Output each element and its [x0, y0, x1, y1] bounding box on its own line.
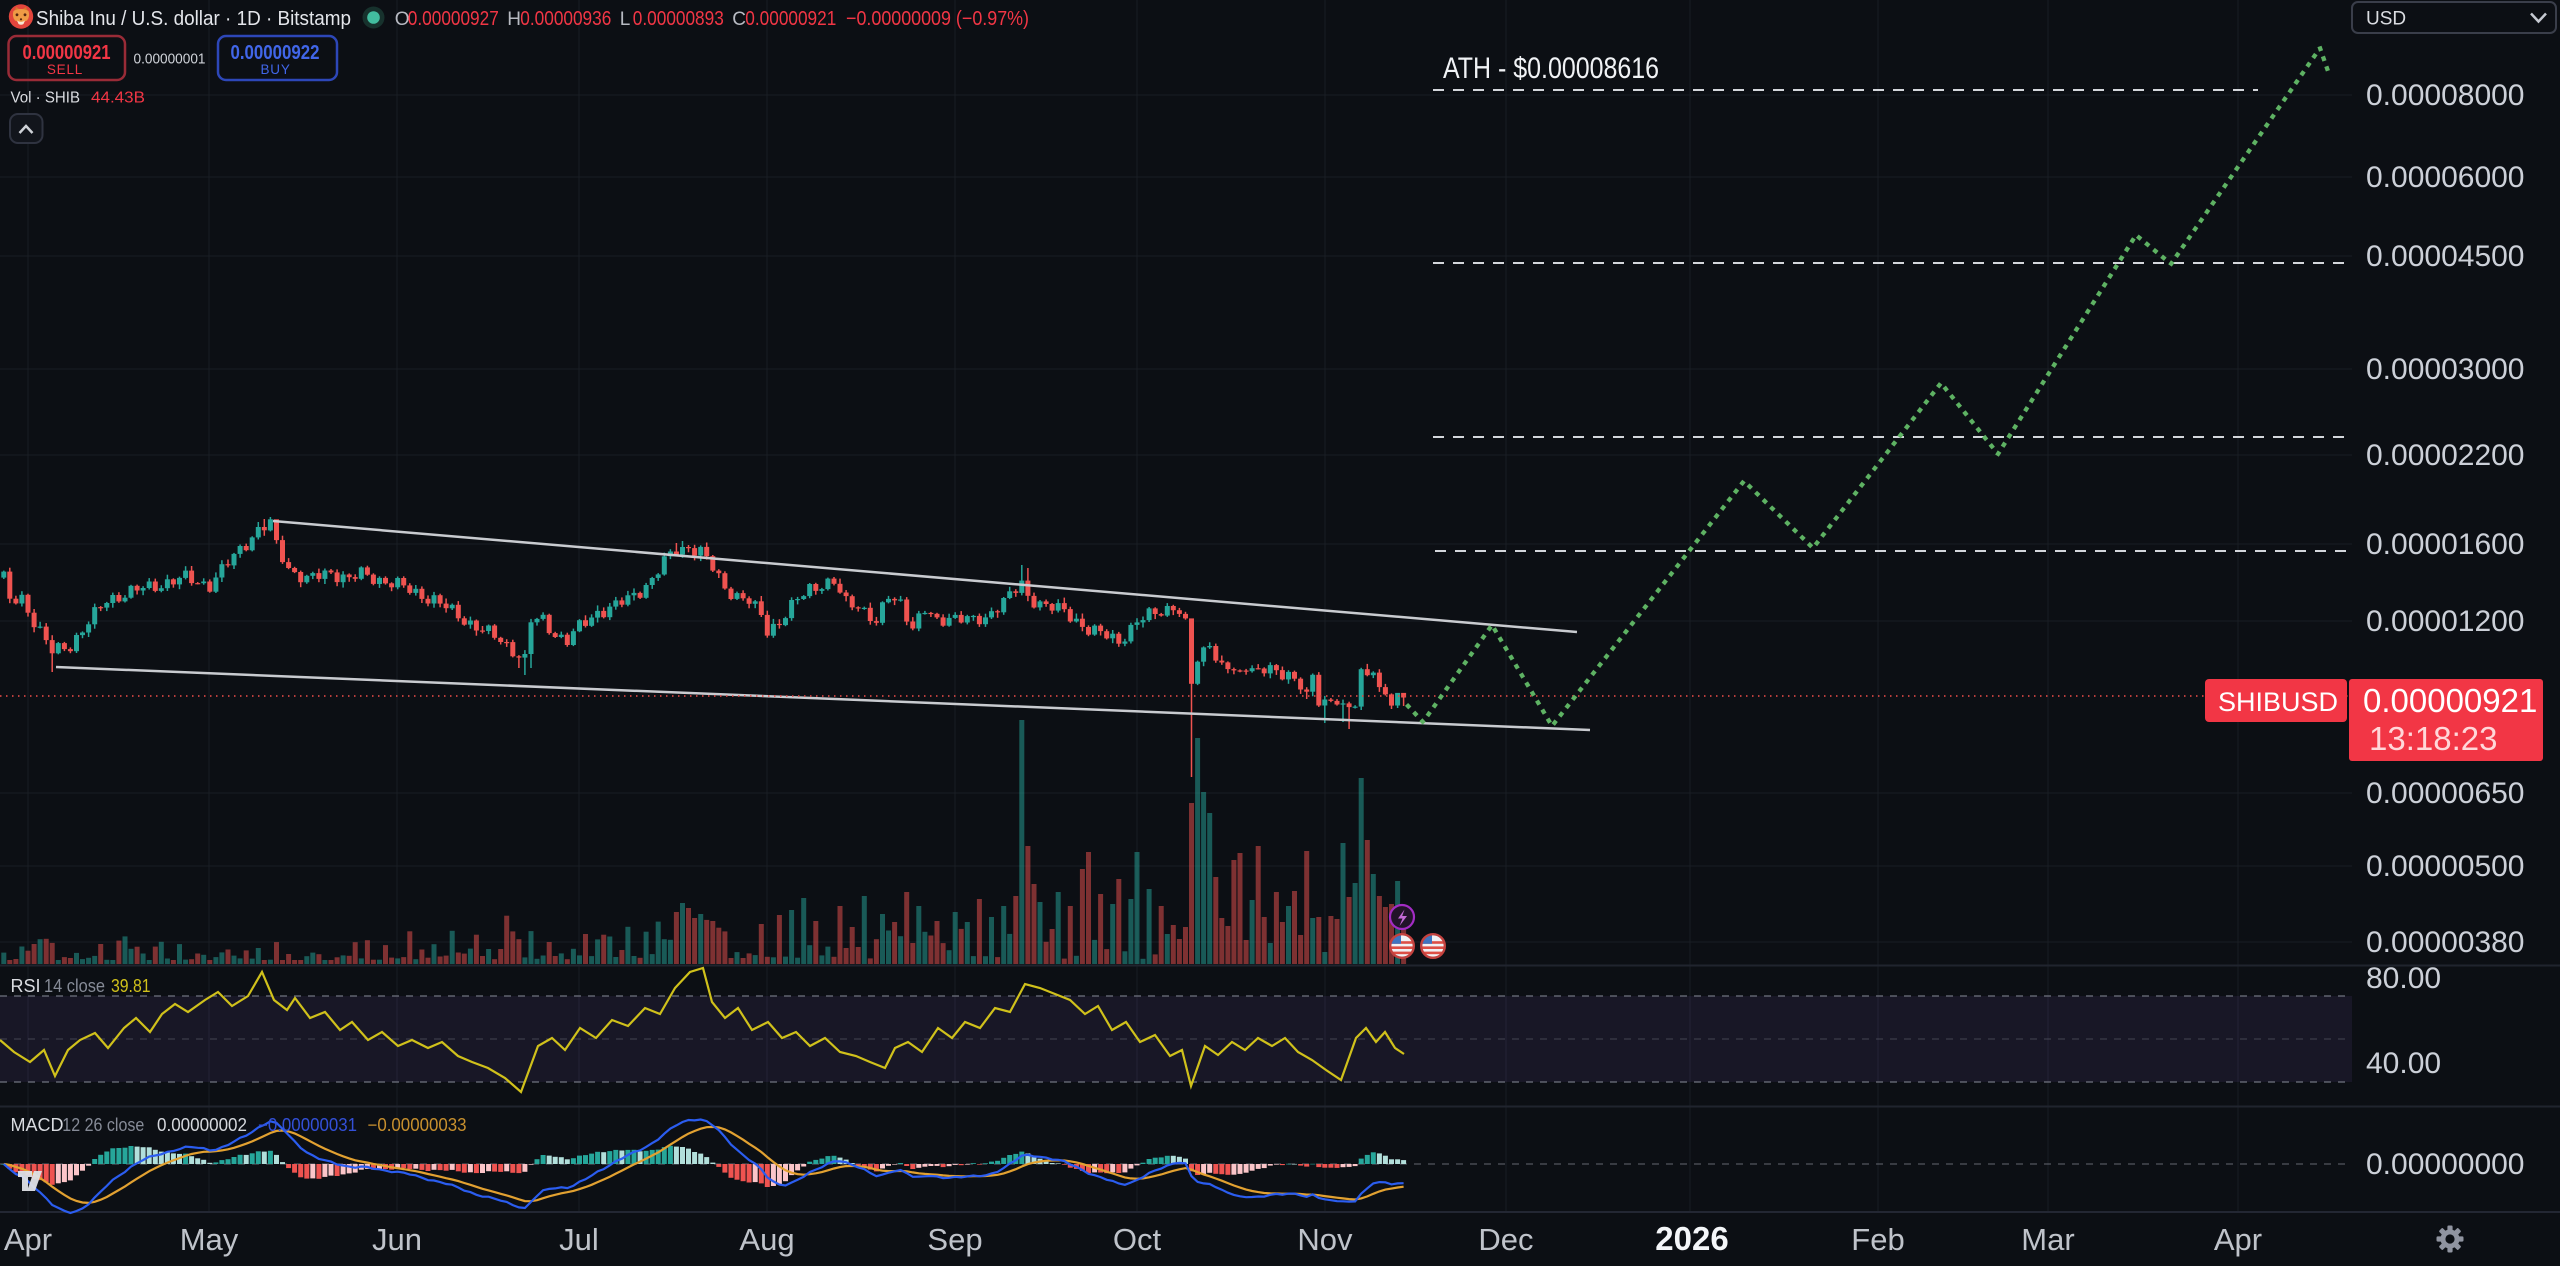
svg-text:Shiba Inu / U.S. dollar · 1D ·: Shiba Inu / U.S. dollar · 1D · Bitstamp: [36, 8, 351, 30]
svg-text:0.00000500: 0.00000500: [2366, 850, 2525, 883]
svg-text:2026: 2026: [1655, 1220, 1728, 1257]
svg-text:80.00: 80.00: [2366, 962, 2441, 995]
svg-text:0.00003000: 0.00003000: [2366, 353, 2525, 386]
svg-text:0.00000650: 0.00000650: [2366, 777, 2525, 810]
svg-text:0.00000922: 0.00000922: [231, 42, 320, 64]
svg-text:−0.00000031: −0.00000031: [258, 1115, 357, 1135]
svg-text:O: O: [395, 9, 410, 30]
svg-text:Dec: Dec: [1478, 1222, 1533, 1257]
svg-text:44.43B: 44.43B: [91, 90, 145, 107]
svg-text:0.00001200: 0.00001200: [2366, 605, 2525, 638]
svg-text:SHIBUSD: SHIBUSD: [2218, 687, 2338, 717]
svg-text:0.00001600: 0.00001600: [2366, 528, 2525, 561]
svg-text:May: May: [180, 1222, 239, 1257]
svg-text:USD: USD: [2366, 9, 2406, 30]
svg-text:Aug: Aug: [739, 1222, 794, 1257]
svg-text:RSI: RSI: [11, 976, 41, 996]
svg-text:C: C: [732, 9, 746, 30]
svg-text:Apr: Apr: [2214, 1222, 2262, 1257]
svg-text:39.81: 39.81: [111, 976, 151, 996]
svg-text:H: H: [507, 9, 521, 30]
svg-text:13:18:23: 13:18:23: [2369, 720, 2497, 757]
svg-text:0.00002200: 0.00002200: [2366, 439, 2525, 472]
svg-text:Mar: Mar: [2021, 1222, 2074, 1257]
svg-text:Jun: Jun: [372, 1222, 422, 1257]
svg-text:0.00000921: 0.00000921: [2363, 682, 2537, 719]
svg-text:0.00000893: 0.00000893: [633, 8, 724, 30]
svg-text:L: L: [620, 9, 631, 30]
svg-text:Jul: Jul: [559, 1222, 599, 1257]
svg-text:ATH - $0.00008616: ATH - $0.00008616: [1443, 52, 1659, 85]
svg-text:MACD: MACD: [11, 1115, 64, 1135]
svg-text:0.00000001: 0.00000001: [134, 52, 206, 68]
svg-text:Apr: Apr: [4, 1222, 52, 1257]
svg-text:0.00000936: 0.00000936: [520, 8, 611, 30]
svg-text:0.00000927: 0.00000927: [408, 8, 499, 30]
svg-text:0.00006000: 0.00006000: [2366, 161, 2525, 194]
svg-text:14 close: 14 close: [44, 976, 105, 996]
svg-text:SELL: SELL: [47, 62, 83, 77]
svg-text:0.00004500: 0.00004500: [2366, 240, 2525, 273]
svg-text:Nov: Nov: [1297, 1222, 1353, 1257]
svg-text:Feb: Feb: [1851, 1222, 1904, 1257]
svg-text:0.00008000: 0.00008000: [2366, 79, 2525, 112]
svg-text:Oct: Oct: [1113, 1222, 1162, 1257]
svg-text:40.00: 40.00: [2366, 1047, 2441, 1080]
svg-text:BUY: BUY: [261, 62, 291, 77]
svg-text:−0.00000009 (−0.97%): −0.00000009 (−0.97%): [846, 8, 1029, 30]
svg-text:0.00000002: 0.00000002: [157, 1115, 247, 1135]
svg-text:0.00000921: 0.00000921: [23, 42, 111, 64]
svg-text:Sep: Sep: [927, 1222, 982, 1257]
svg-text:0.00000921: 0.00000921: [745, 8, 836, 30]
svg-text:−0.00000033: −0.00000033: [368, 1115, 467, 1135]
svg-text:12 26 close: 12 26 close: [62, 1115, 144, 1135]
svg-text:0.00000000: 0.00000000: [2366, 1148, 2525, 1181]
svg-text:Vol · SHIB: Vol · SHIB: [11, 90, 81, 107]
svg-text:0.00000380: 0.00000380: [2366, 926, 2525, 959]
